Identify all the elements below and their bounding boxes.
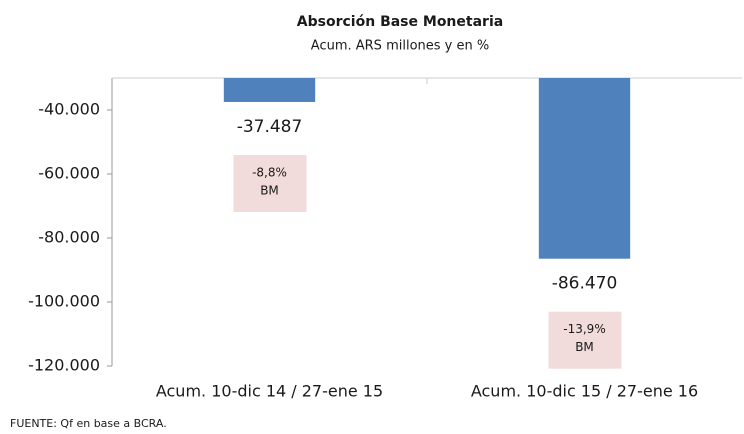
- y-tick-label: -60.000: [38, 164, 100, 183]
- data-label: -37.487: [237, 117, 303, 137]
- bar: [538, 78, 631, 259]
- y-tick-label: -100.000: [28, 292, 100, 311]
- chart-subtitle: Acum. ARS millones y en %: [311, 39, 489, 54]
- x-tick-label: Acum. 10-dic 14 / 27-ene 15: [156, 382, 383, 401]
- annotation: -8,8%: [252, 165, 287, 179]
- x-tick-label: Acum. 10-dic 15 / 27-ene 16: [471, 382, 698, 401]
- annotation: BM: [575, 340, 594, 354]
- y-tick-label: -40.000: [38, 100, 100, 119]
- annotation: BM: [260, 183, 279, 197]
- bar: [223, 78, 316, 102]
- annotation: -13,9%: [563, 322, 605, 336]
- y-tick-label: -120.000: [28, 356, 100, 375]
- y-tick-label: -80.000: [38, 228, 100, 247]
- chart-title: Absorción Base Monetaria: [297, 14, 503, 30]
- data-label: -86.470: [552, 274, 618, 294]
- source-note: FUENTE: Qf en base a BCRA.: [10, 417, 167, 430]
- annotation-box: [233, 154, 307, 212]
- annotation-box: [548, 311, 622, 369]
